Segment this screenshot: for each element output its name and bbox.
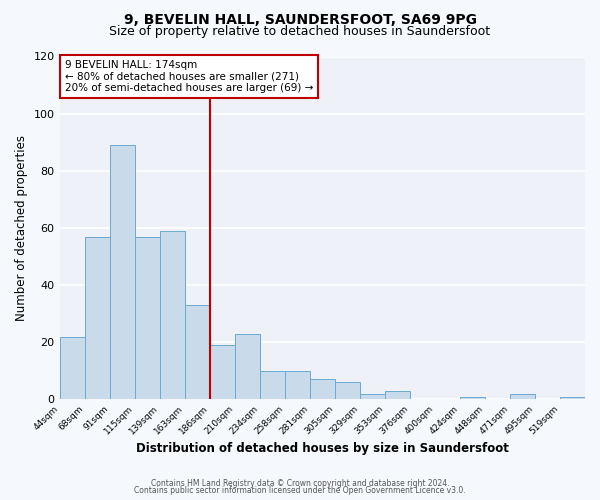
Bar (235, 334, 260, 400)
Bar (260, 371, 285, 400)
Bar (310, 380, 335, 400)
Bar (185, 305, 209, 400)
Bar (85, 236, 110, 400)
Text: 9, BEVELIN HALL, SAUNDERSFOOT, SA69 9PG: 9, BEVELIN HALL, SAUNDERSFOOT, SA69 9PG (124, 12, 476, 26)
Bar (460, 396, 485, 400)
Text: Contains HM Land Registry data © Crown copyright and database right 2024.: Contains HM Land Registry data © Crown c… (151, 478, 449, 488)
Bar (134, 236, 160, 400)
Bar (285, 371, 310, 400)
Text: 9 BEVELIN HALL: 174sqm
← 80% of detached houses are smaller (271)
20% of semi-de: 9 BEVELIN HALL: 174sqm ← 80% of detached… (65, 60, 313, 93)
X-axis label: Distribution of detached houses by size in Saundersfoot: Distribution of detached houses by size … (136, 442, 509, 455)
Text: Contains public sector information licensed under the Open Government Licence v3: Contains public sector information licen… (134, 486, 466, 495)
Bar (385, 391, 410, 400)
Bar (510, 394, 535, 400)
Bar (59, 336, 85, 400)
Text: Size of property relative to detached houses in Saundersfoot: Size of property relative to detached ho… (109, 25, 491, 38)
Bar (560, 396, 585, 400)
Bar (160, 231, 185, 400)
Y-axis label: Number of detached properties: Number of detached properties (15, 135, 28, 321)
Bar (335, 382, 360, 400)
Bar (360, 394, 385, 400)
Bar (110, 145, 134, 400)
Bar (209, 345, 235, 400)
